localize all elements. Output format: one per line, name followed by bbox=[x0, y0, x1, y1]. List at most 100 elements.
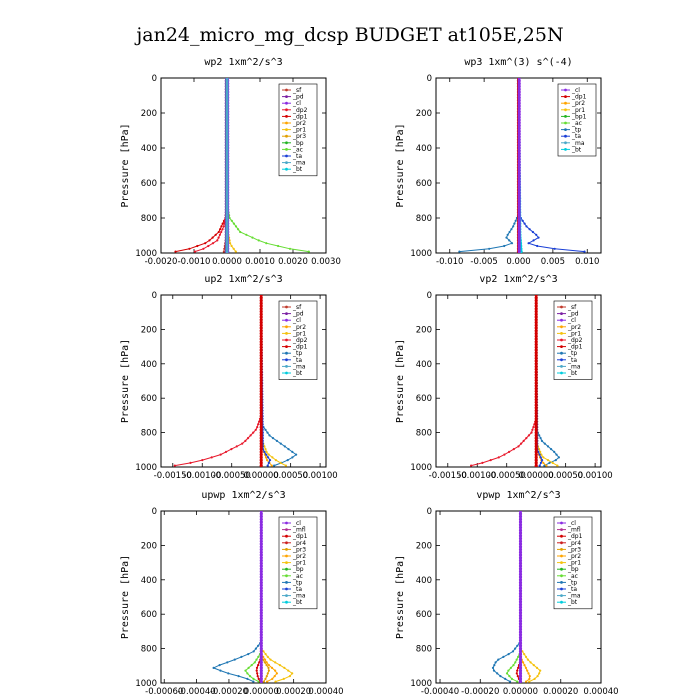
series-marker-tp bbox=[508, 230, 511, 234]
series-marker-dp1 bbox=[196, 244, 199, 248]
series-marker-cl bbox=[259, 550, 263, 554]
series-marker-cl bbox=[518, 641, 523, 645]
legend-marker-sf bbox=[285, 88, 288, 92]
legend-label-bp1: _bp1 bbox=[571, 113, 587, 120]
series-marker-pr3 bbox=[267, 669, 270, 672]
legend-marker-pd bbox=[560, 312, 563, 315]
legend-marker-ma bbox=[560, 365, 563, 368]
series-marker-dp1 bbox=[534, 442, 538, 446]
series-marker-cl bbox=[259, 625, 263, 629]
series-marker-dp1 bbox=[259, 431, 263, 435]
series-marker-ta bbox=[531, 230, 535, 234]
series-marker-sf bbox=[222, 250, 225, 253]
series-marker-tp bbox=[218, 664, 221, 667]
panel-title: vp2 1xm^2/s^3 bbox=[479, 274, 557, 285]
y-tick-label: 0 bbox=[152, 74, 157, 84]
series-marker-dp2 bbox=[216, 239, 219, 242]
series-marker-ac bbox=[507, 669, 510, 672]
series-marker-tp bbox=[553, 450, 556, 453]
series-marker-dp1 bbox=[534, 409, 538, 413]
series-marker-cl bbox=[518, 649, 523, 654]
series-marker-cl bbox=[259, 586, 263, 590]
x-tick-label: -0.005 bbox=[470, 257, 497, 267]
series-marker-dp1 bbox=[534, 428, 538, 432]
series-marker-cl bbox=[518, 600, 523, 604]
series-marker-dp1 bbox=[534, 309, 538, 314]
series-marker-ma bbox=[225, 219, 229, 223]
series-marker-cl bbox=[517, 210, 521, 214]
legend-label-pr2: _pr2 bbox=[292, 553, 306, 560]
series-marker-cl bbox=[259, 578, 263, 582]
series-marker-ac bbox=[248, 675, 252, 678]
series-marker-cl bbox=[518, 525, 523, 530]
legend-label-bt: _bt bbox=[292, 599, 303, 606]
series-marker-dp1 bbox=[534, 403, 538, 407]
series-marker-pr1 bbox=[540, 453, 543, 456]
series-marker-dp1 bbox=[259, 433, 263, 437]
series-marker-dp2 bbox=[222, 225, 225, 228]
series-marker-tp bbox=[505, 236, 508, 239]
series-marker-dp2 bbox=[217, 236, 220, 239]
series-marker-cl bbox=[518, 652, 523, 656]
y-tick-label: 600 bbox=[416, 610, 432, 620]
legend-marker-bt bbox=[564, 148, 567, 151]
series-marker-cl bbox=[259, 564, 263, 568]
series-marker-pr1 bbox=[532, 664, 535, 667]
series-marker-cl bbox=[259, 558, 263, 563]
series-marker-ac bbox=[514, 661, 517, 664]
legend-marker-pr4 bbox=[560, 541, 563, 545]
series-marker-ac bbox=[237, 228, 240, 231]
series-marker-ac bbox=[230, 219, 233, 222]
series-marker-dp1 bbox=[221, 222, 224, 225]
y-tick-label: 200 bbox=[141, 109, 157, 119]
series-marker-ta bbox=[263, 450, 266, 453]
series-marker-dp1 bbox=[516, 669, 519, 672]
series-marker-pr1 bbox=[279, 461, 282, 464]
series-marker-cl bbox=[259, 649, 263, 654]
series-marker-cl bbox=[259, 581, 263, 585]
series-marker-pr2 bbox=[265, 661, 268, 664]
legend-label-pr1: _pr1 bbox=[567, 330, 581, 337]
legend-marker-dp2 bbox=[285, 108, 288, 112]
series-marker-dp1 bbox=[259, 334, 263, 338]
series-marker-cl bbox=[518, 581, 523, 585]
chart-panel-3: up2 1xm^2/s^3 Pressure [hPa] 0 200 400 600 800… bbox=[120, 274, 338, 481]
series-marker-tp bbox=[510, 228, 513, 231]
series-marker-cl bbox=[259, 605, 263, 609]
series-marker-pr1 bbox=[535, 666, 539, 670]
series-marker-dp2 bbox=[256, 426, 259, 429]
legend-label-pr2: _pr2 bbox=[571, 100, 585, 107]
series-marker-tp bbox=[543, 442, 546, 445]
series-marker-dp1 bbox=[259, 353, 263, 358]
legend-label-tp: _tp bbox=[292, 579, 302, 586]
series-marker-dp1 bbox=[534, 315, 538, 319]
series-marker-cl bbox=[518, 542, 523, 546]
series-marker-cl bbox=[517, 166, 521, 170]
series-marker-ac bbox=[517, 655, 520, 659]
legend-marker-sf bbox=[560, 305, 563, 309]
series-marker-dp1 bbox=[534, 433, 538, 437]
series-marker-cl bbox=[259, 561, 263, 565]
legend-label-pd: _pd bbox=[292, 94, 304, 101]
series-marker-tp bbox=[546, 445, 550, 448]
series-marker-cl bbox=[517, 196, 521, 200]
series-marker-tp bbox=[555, 453, 558, 456]
series-marker-dp1 bbox=[259, 318, 263, 322]
series-marker-ma bbox=[225, 227, 229, 231]
series-marker-pr2 bbox=[526, 669, 529, 672]
series-marker-tp bbox=[512, 225, 515, 228]
series-marker-tp bbox=[252, 680, 255, 683]
series-marker-cl bbox=[517, 160, 521, 164]
series-marker-cl bbox=[518, 636, 523, 640]
series-marker-cl bbox=[259, 603, 263, 607]
series-marker-cl bbox=[518, 586, 523, 590]
series-marker-tp bbox=[503, 244, 506, 248]
series-marker-pr2 bbox=[274, 669, 277, 672]
series-marker-cl bbox=[517, 168, 521, 172]
series-marker-tp bbox=[264, 428, 267, 431]
series-marker-ta bbox=[265, 453, 268, 456]
series-marker-tp bbox=[548, 461, 551, 464]
series-marker-ac bbox=[232, 222, 235, 225]
series-marker-ma bbox=[225, 185, 229, 189]
legend-label-dp1: _dp1 bbox=[292, 533, 308, 540]
